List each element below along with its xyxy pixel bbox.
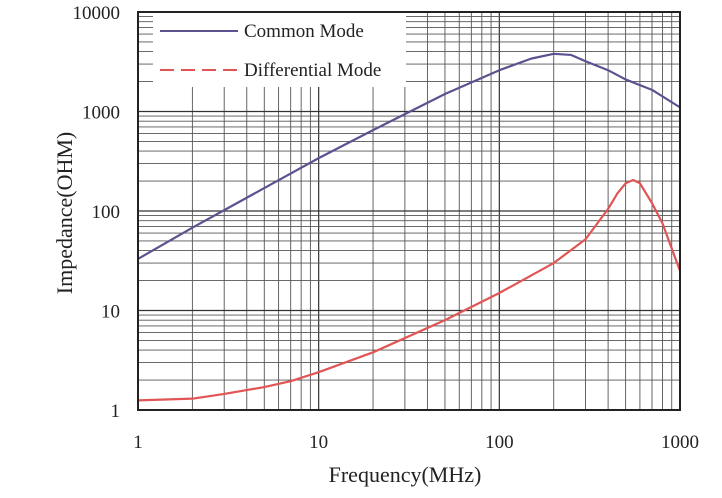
x-tick-label: 1 xyxy=(133,432,143,453)
legend-background xyxy=(153,13,406,87)
x-tick-label: 100 xyxy=(485,432,514,453)
plot-frame xyxy=(137,11,681,411)
y-tick-label: 10 xyxy=(101,302,120,323)
legend-label-differential-mode: Differential Mode xyxy=(244,60,381,81)
legend: Common Mode Differential Mode xyxy=(153,13,406,87)
y-tick-label: 1 xyxy=(111,401,121,422)
series-line-common-mode xyxy=(137,52,681,260)
y-tick-label: 100 xyxy=(92,202,121,223)
series-lines xyxy=(137,52,682,402)
y-tick-label: 1000 xyxy=(82,103,120,124)
x-tick-labels: 1 10 100 1000 xyxy=(133,432,699,453)
x-tick-label: 1000 xyxy=(661,432,699,453)
x-axis-title: Frequency(MHz) xyxy=(329,462,482,487)
x-tick-label: 10 xyxy=(309,432,328,453)
y-axis-title: Impedance(OHM) xyxy=(52,132,77,295)
y-tick-labels: 1 10 100 1000 10000 xyxy=(73,3,121,422)
series-line-differential-mode xyxy=(137,178,682,402)
legend-label-common-mode: Common Mode xyxy=(244,21,364,42)
y-tick-label: 10000 xyxy=(73,3,121,24)
